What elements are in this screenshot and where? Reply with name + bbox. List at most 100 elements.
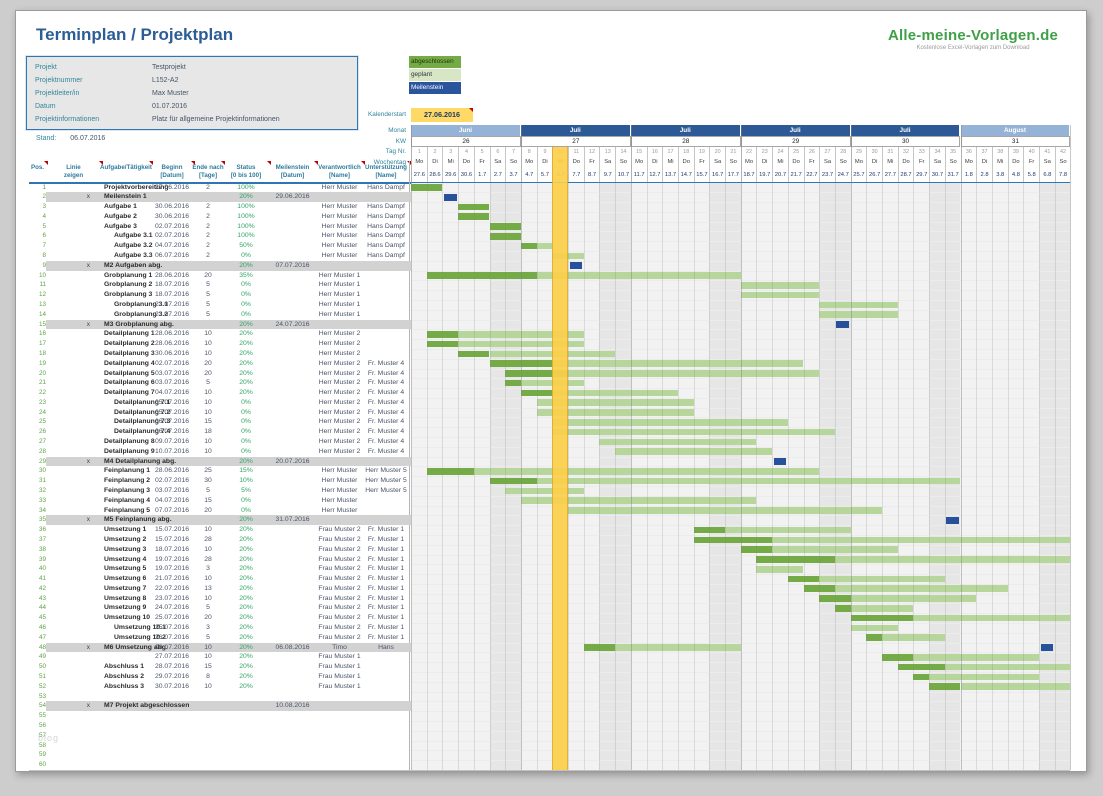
table-row[interactable]: Aufgabe 2 30.06.2016 2 100% Herr Muster Hans … [16, 212, 1086, 222]
task-status[interactable]: 20% [239, 389, 253, 397]
task-begin-date[interactable]: 30.06.2016 [154, 212, 190, 220]
gantt-bar-done[interactable] [866, 634, 882, 642]
show-line-flag[interactable]: x [86, 320, 90, 328]
gantt-bar-planned[interactable] [834, 556, 1071, 563]
task-name[interactable]: Detailplanung 7.3 [114, 418, 171, 426]
responsible-name[interactable]: Herr Muster [321, 212, 358, 220]
task-begin-date[interactable]: 04.07.2016 [154, 242, 190, 250]
task-name[interactable]: M4 Detailplanung abg. [104, 457, 177, 465]
gantt-bar-planned[interactable] [568, 507, 882, 514]
responsible-name[interactable]: Herr Muster 2 [318, 389, 361, 397]
task-begin-date[interactable]: 30.07.2016 [154, 682, 190, 690]
gantt-bar-done[interactable] [803, 585, 835, 593]
table-row[interactable]: Abschluss 2 29.07.2016 8 20% Frau Muster 1 [16, 672, 1086, 682]
task-name[interactable]: Umsetzung 6 [104, 575, 147, 583]
task-begin-date[interactable]: 02.07.2016 [154, 222, 190, 230]
task-begin-date[interactable]: 18.07.2016 [154, 281, 190, 289]
stand-value[interactable]: 06.07.2016 [70, 135, 106, 142]
task-status[interactable]: 20% [239, 575, 253, 583]
milestone-date[interactable]: 10.08.2016 [275, 702, 310, 710]
task-duration[interactable]: 20 [204, 614, 212, 622]
table-row[interactable]: Detailplanung 5 03.07.2016 20 20% Herr Muste… [16, 369, 1086, 379]
responsible-name[interactable]: Herr Muster [321, 486, 358, 494]
support-name[interactable]: Fr. Muster 4 [367, 398, 405, 406]
support-name[interactable]: Hans Dampf [367, 252, 405, 260]
task-duration[interactable]: 10 [204, 447, 212, 455]
info-value[interactable]: Platz für allgemeine Projektinformatione… [152, 116, 280, 123]
table-row[interactable]: Aufgabe 3.3 06.07.2016 2 0% Herr Muster Hans … [16, 251, 1086, 261]
task-status[interactable]: 20% [239, 555, 253, 563]
task-name[interactable]: Abschluss 1 [104, 663, 145, 671]
gantt-bar-done[interactable] [819, 595, 851, 602]
support-name[interactable]: Fr. Muster 4 [367, 428, 405, 436]
task-begin-date[interactable]: 30.06.2016 [154, 349, 190, 357]
task-duration[interactable]: 10 [204, 643, 212, 651]
responsible-name[interactable]: Frau Muster 2 [318, 624, 361, 632]
table-row[interactable]: Umsetzung 4 19.07.2016 28 20% Frau Muster 2 F… [16, 555, 1086, 565]
gantt-bar-done[interactable] [489, 223, 521, 230]
responsible-name[interactable]: Frau Muster 2 [318, 594, 361, 602]
task-status[interactable]: 100% [237, 183, 255, 191]
support-name[interactable]: Hans Dampf [367, 203, 405, 211]
table-row[interactable]: x M6 Umsetzung abg. 08.07.2016 10 20% 06.08.2… [16, 643, 1086, 653]
gantt-bar-done[interactable] [583, 644, 616, 651]
table-row[interactable]: x M2 Aufgaben abg. 20% 07.07.2016 [16, 261, 1086, 271]
table-row[interactable]: x M4 Detailplanung abg. 20% 20.07.2016 [16, 457, 1086, 467]
table-row[interactable]: Umsetzung 3 18.07.2016 10 20% Frau Muster 2 F… [16, 545, 1086, 555]
task-begin-date[interactable]: 06.07.2016 [154, 252, 190, 260]
task-status[interactable]: 20% [239, 349, 253, 357]
support-name[interactable]: Hans Dampf [367, 212, 405, 220]
task-status[interactable]: 20% [239, 633, 253, 641]
task-name[interactable]: Detailplanung 9 [104, 447, 155, 455]
support-name[interactable]: Fr. Muster 4 [367, 438, 405, 446]
gantt-bar-done[interactable] [740, 546, 773, 553]
gantt-bar-done[interactable] [850, 614, 914, 622]
task-status[interactable]: 50% [239, 242, 253, 250]
task-name[interactable]: Detailplanung 8 [104, 438, 155, 446]
gantt-bar-planned[interactable] [552, 389, 678, 397]
task-duration[interactable]: 28 [204, 535, 212, 543]
task-duration[interactable]: 5 [206, 300, 210, 308]
task-name[interactable]: Aufgabe 3 [104, 222, 137, 230]
task-duration[interactable]: 2 [206, 203, 210, 211]
responsible-name[interactable]: Herr Muster 2 [318, 330, 361, 338]
task-begin-date[interactable]: 06.07.2016 [154, 428, 190, 436]
support-name[interactable]: Fr. Muster 1 [367, 575, 405, 583]
responsible-name[interactable]: Herr Muster [321, 477, 358, 485]
gantt-bar-planned[interactable] [756, 565, 804, 573]
task-name[interactable]: Umsetzung 10.1 [114, 624, 166, 632]
task-name[interactable]: Projektvorbereitung [104, 183, 169, 191]
task-duration[interactable]: 30 [204, 477, 212, 485]
table-row[interactable]: Detailplanung 2 28.06.2016 10 20% Herr Muste… [16, 339, 1086, 349]
table-row[interactable]: 27.07.2016 10 20% Frau Muster 1 [16, 652, 1086, 662]
support-name[interactable]: Hans Dampf [367, 183, 405, 191]
gantt-bar-planned[interactable] [552, 419, 788, 426]
task-name[interactable]: Detailplanung 7.2 [114, 408, 171, 416]
task-status[interactable]: 100% [237, 212, 255, 220]
milestone-date[interactable]: 07.07.2016 [275, 261, 310, 269]
task-status[interactable]: 0% [241, 408, 251, 416]
support-name[interactable]: Fr. Muster 4 [367, 418, 405, 426]
task-begin-date[interactable]: 23.07.2016 [154, 594, 190, 602]
gantt-bar-planned[interactable] [960, 683, 1071, 690]
gantt-bar-done[interactable] [489, 233, 521, 240]
task-name[interactable]: Detailplanung 2 [104, 340, 155, 348]
gantt-bar-planned[interactable] [536, 477, 961, 485]
column-header[interactable]: Pos. [27, 161, 48, 182]
show-line-flag[interactable]: x [86, 516, 90, 524]
responsible-name[interactable]: Herr Muster 1 [318, 291, 361, 299]
task-status[interactable]: 20% [239, 614, 253, 622]
task-name[interactable]: Detailplanung 5 [104, 369, 155, 377]
table-row[interactable]: Feinplanung 5 07.07.2016 20 0% Herr Muster [16, 506, 1086, 516]
task-duration[interactable]: 3 [206, 624, 210, 632]
responsible-name[interactable]: Herr Muster 2 [318, 418, 361, 426]
task-duration[interactable]: 10 [204, 408, 212, 416]
task-duration[interactable]: 2 [206, 242, 210, 250]
task-status[interactable]: 20% [239, 594, 253, 602]
show-line-flag[interactable]: x [86, 193, 90, 201]
task-status[interactable]: 20% [239, 330, 253, 338]
task-status[interactable]: 20% [239, 261, 253, 269]
support-name[interactable]: Herr Muster 5 [365, 486, 407, 494]
support-name[interactable]: Hans [378, 643, 394, 651]
table-row[interactable]: Feinplanung 2 02.07.2016 30 10% Herr Muster H… [16, 476, 1086, 486]
